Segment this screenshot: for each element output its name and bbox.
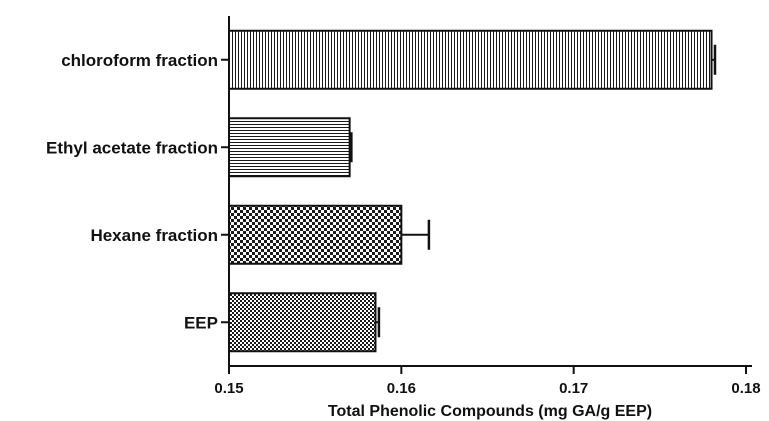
- category-labels: chloroform fraction Ethyl acetate fractio…: [46, 51, 229, 332]
- x-tick-label-0.16: 0.16: [387, 380, 416, 397]
- bars-layer: [228, 29, 713, 353]
- bar-hexane-fraction: [228, 204, 403, 265]
- bar-chloroform-fraction: [228, 29, 713, 90]
- category-label-eep: EEP: [184, 313, 218, 332]
- x-ticks: 0.15 0.16 0.17 0.18: [214, 366, 761, 397]
- category-label-chloroform-fraction: chloroform fraction: [61, 51, 218, 70]
- x-axis-title: Total Phenolic Compounds (mg GA/g EEP): [328, 403, 652, 420]
- bar-eep: [228, 292, 377, 353]
- category-label-hexane-fraction: Hexane fraction: [90, 226, 218, 245]
- x-tick-label-0.18: 0.18: [731, 380, 760, 397]
- bar-ethyl-acetate-fraction: [228, 117, 351, 178]
- x-tick-label-0.17: 0.17: [559, 380, 588, 397]
- error-bars-layer: [349, 44, 717, 338]
- category-label-ethyl-acetate-fraction: Ethyl acetate fraction: [46, 138, 218, 157]
- x-tick-label-0.15: 0.15: [214, 380, 243, 397]
